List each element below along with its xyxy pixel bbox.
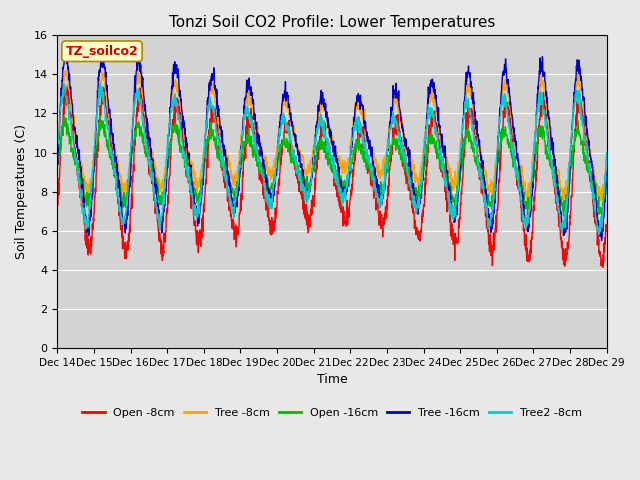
Text: TZ_soilco2: TZ_soilco2 — [66, 45, 138, 58]
X-axis label: Time: Time — [317, 373, 348, 386]
Title: Tonzi Soil CO2 Profile: Lower Temperatures: Tonzi Soil CO2 Profile: Lower Temperatur… — [169, 15, 495, 30]
Y-axis label: Soil Temperatures (C): Soil Temperatures (C) — [15, 124, 28, 259]
Legend: Open -8cm, Tree -8cm, Open -16cm, Tree -16cm, Tree2 -8cm: Open -8cm, Tree -8cm, Open -16cm, Tree -… — [78, 403, 586, 422]
